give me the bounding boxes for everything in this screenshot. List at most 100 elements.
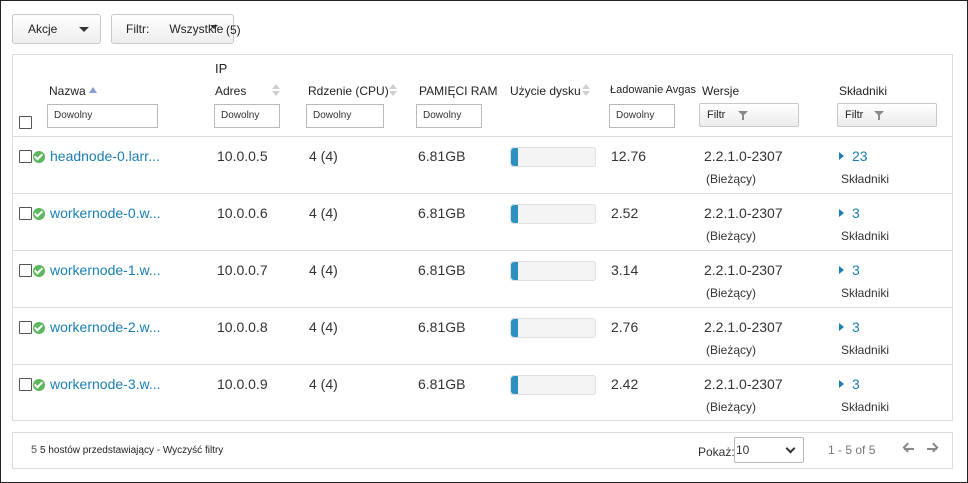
expand-right-icon — [839, 380, 844, 388]
column-header-ram[interactable]: PAMIĘCI RAM — [419, 84, 497, 98]
host-version-state: (Bieżący) — [706, 172, 757, 186]
host-link[interactable]: workernode-2.w... — [50, 319, 161, 335]
components-label: Składniki — [841, 286, 890, 300]
caret-down-icon — [79, 27, 89, 32]
components-count: 23 — [852, 148, 868, 164]
disk-usage-fill — [511, 376, 518, 394]
expand-right-icon — [839, 209, 844, 217]
filter-value: Wszystkie — [169, 22, 224, 36]
table-footer: 5 5 hostów przedstawiający - Wyczyść fil… — [12, 432, 953, 469]
host-link[interactable]: workernode-3.w... — [50, 376, 161, 392]
host-version: 2.2.1.0-2307 — [704, 319, 783, 335]
column-ram-label: PAMIĘCI RAM — [419, 84, 498, 98]
table-row: workernode-1.w... 10.0.0.7 4 (4) 6.81GB 3.14… — [13, 251, 952, 308]
column-header-ip-top: IP — [215, 61, 228, 76]
host-ip: 10.0.0.5 — [217, 148, 268, 164]
host-ip: 10.0.0.9 — [217, 376, 268, 392]
versions-filter-button[interactable]: Filtr — [699, 103, 799, 127]
host-ram: 6.81GB — [418, 376, 466, 392]
components-count: 3 — [852, 376, 860, 392]
name-filter-value: Dowolny — [54, 110, 93, 121]
column-header-ip[interactable]: Adres — [215, 84, 281, 98]
row-checkbox[interactable] — [19, 321, 32, 334]
sort-icon — [581, 84, 590, 96]
cores-filter-value: Dowolny — [313, 110, 352, 121]
filter-count: (5) — [226, 23, 241, 37]
ip-filter-input[interactable]: Dowolny — [214, 104, 280, 128]
host-cores: 4 (4) — [309, 205, 338, 221]
host-load: 3.14 — [611, 262, 639, 278]
components-link[interactable]: 23 — [839, 148, 868, 164]
chevron-down-icon — [785, 443, 796, 454]
column-cores-label: Rdzenie (CPU) — [308, 84, 389, 98]
filter-label: Filtr: — [126, 22, 150, 36]
column-header-name[interactable]: Nazwa — [49, 84, 97, 98]
host-ram: 6.81GB — [418, 319, 466, 335]
actions-button[interactable]: Akcje — [12, 14, 101, 44]
name-filter-input[interactable]: Dowolny — [47, 104, 158, 128]
caret-down-icon — [210, 25, 218, 29]
previous-page-arrow-icon[interactable] — [902, 442, 916, 456]
disk-usage-fill — [511, 148, 518, 166]
next-page-arrow-icon[interactable] — [925, 442, 939, 456]
host-load: 2.52 — [611, 205, 639, 221]
status-ok-icon — [33, 208, 45, 220]
host-ip: 10.0.0.8 — [217, 319, 268, 335]
row-checkbox[interactable] — [19, 264, 32, 277]
footer-summary[interactable]: 5 hostów przedstawiający - Wyczyść filtr… — [40, 445, 224, 456]
status-ok-icon — [33, 265, 45, 277]
components-count: 3 — [852, 262, 860, 278]
host-version-state: (Bieżący) — [706, 286, 757, 300]
host-load: 2.42 — [611, 376, 639, 392]
footer-count: 5 — [31, 444, 38, 456]
components-label: Składniki — [841, 172, 890, 186]
host-link[interactable]: headnode-0.larr... — [50, 148, 160, 164]
host-link[interactable]: workernode-0.w... — [50, 205, 161, 221]
host-load: 2.76 — [611, 319, 639, 335]
funnel-icon — [874, 111, 884, 120]
components-filter-button[interactable]: Filtr — [837, 103, 937, 127]
host-link[interactable]: workernode-1.w... — [50, 262, 161, 278]
ram-filter-value: Dowolny — [423, 110, 462, 121]
ram-filter-input[interactable]: Dowolny — [416, 104, 482, 128]
disk-usage-bar — [510, 375, 596, 395]
actions-label: Akcje — [28, 22, 58, 36]
cores-filter-input[interactable]: Dowolny — [306, 104, 384, 128]
expand-right-icon — [839, 266, 844, 274]
expand-right-icon — [839, 323, 844, 331]
host-cores: 4 (4) — [309, 319, 338, 335]
disk-usage-bar — [510, 204, 596, 224]
components-count: 3 — [852, 205, 860, 221]
status-ok-icon — [33, 151, 45, 163]
table-row: workernode-0.w... 10.0.0.6 4 (4) 6.81GB 2.52… — [13, 194, 952, 251]
column-header-load[interactable]: Ładowanie Avgas — [610, 84, 696, 96]
page-size-select[interactable]: 10 — [734, 437, 804, 463]
components-link[interactable]: 3 — [839, 319, 860, 335]
host-ip: 10.0.0.6 — [217, 205, 268, 221]
components-filter-label: Filtr — [845, 109, 864, 121]
filter-dropdown[interactable]: Filtr: Wszystkie (5) — [111, 14, 241, 44]
select-all-checkbox[interactable] — [19, 116, 32, 129]
components-link[interactable]: 3 — [839, 205, 860, 221]
column-header-versions: Wersje — [702, 84, 740, 98]
host-version: 2.2.1.0-2307 — [704, 376, 783, 392]
column-header-disk[interactable]: Użycie dysku — [510, 84, 590, 98]
table-row: workernode-2.w... 10.0.0.8 4 (4) 6.81GB 2.76… — [13, 308, 952, 365]
column-ip-label: Adres — [215, 84, 247, 98]
host-ram: 6.81GB — [418, 262, 466, 278]
components-link[interactable]: 3 — [839, 262, 860, 278]
components-label: Składniki — [841, 229, 890, 243]
row-checkbox[interactable] — [19, 378, 32, 391]
status-ok-icon — [33, 322, 45, 334]
row-checkbox[interactable] — [19, 150, 32, 163]
disk-usage-bar — [510, 261, 596, 281]
table-row: workernode-3.w... 10.0.0.9 4 (4) 6.81GB 2.42… — [13, 365, 952, 422]
ip-filter-value: Dowolny — [221, 110, 260, 121]
components-count: 3 — [852, 319, 860, 335]
column-header-cores[interactable]: Rdzenie (CPU) — [308, 84, 397, 98]
components-link[interactable]: 3 — [839, 376, 860, 392]
load-filter-input[interactable]: Dowolny — [609, 104, 675, 128]
row-checkbox[interactable] — [19, 207, 32, 220]
host-version-state: (Bieżący) — [706, 343, 757, 357]
